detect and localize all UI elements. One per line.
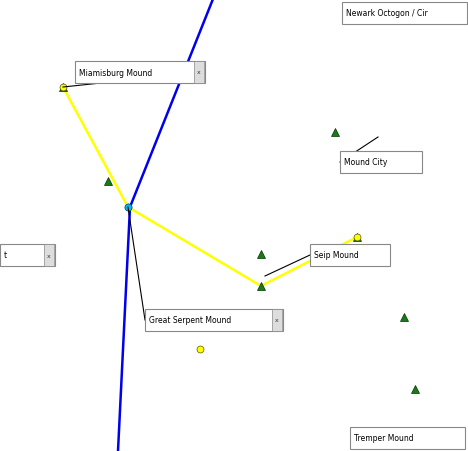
Text: x: x xyxy=(47,253,51,258)
Bar xyxy=(0,244,55,267)
Text: Seip Mound: Seip Mound xyxy=(314,251,359,260)
Bar xyxy=(75,62,205,84)
Text: Great Serpent Mound: Great Serpent Mound xyxy=(149,316,231,325)
Text: x: x xyxy=(197,70,201,75)
Bar xyxy=(272,309,282,331)
Text: Tremper Mound: Tremper Mound xyxy=(354,433,414,442)
Bar xyxy=(145,309,283,331)
Text: x: x xyxy=(275,318,279,323)
Text: Miamisburg Mound: Miamisburg Mound xyxy=(79,69,152,77)
Bar xyxy=(350,427,465,449)
Text: Newark Octogon / Cir: Newark Octogon / Cir xyxy=(346,9,428,18)
Bar xyxy=(310,244,390,267)
Bar xyxy=(342,3,467,25)
Text: Mound City: Mound City xyxy=(344,158,388,167)
Text: t: t xyxy=(4,251,7,260)
Bar xyxy=(340,152,422,174)
Bar xyxy=(194,62,204,84)
Bar xyxy=(44,244,54,267)
